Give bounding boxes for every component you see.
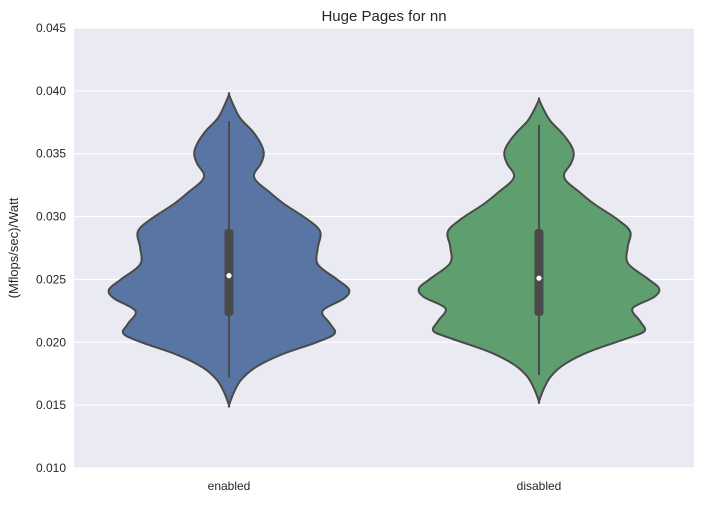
- y-tick-label: 0.025: [36, 272, 66, 286]
- x-tick-labels: enabled disabled: [208, 479, 562, 493]
- y-tick-label: 0.040: [36, 84, 66, 98]
- y-tick-label: 0.035: [36, 147, 66, 161]
- y-tick-label: 0.020: [36, 335, 66, 349]
- violins: [107, 92, 661, 408]
- iqr-box: [534, 229, 544, 316]
- iqr-box: [224, 229, 234, 316]
- y-tick-label: 0.010: [36, 461, 66, 475]
- y-tick-label: 0.030: [36, 210, 66, 224]
- chart-title: Huge Pages for nn: [321, 8, 446, 25]
- median-point: [536, 275, 542, 281]
- y-axis-label: (Mflops/sec)/Watt: [6, 197, 21, 298]
- y-tick-labels: 0.010 0.015 0.020 0.025 0.030 0.035 0.040 0.045: [36, 21, 66, 475]
- x-tick-label: disabled: [517, 479, 562, 493]
- x-tick-label: enabled: [208, 479, 251, 493]
- y-tick-label: 0.015: [36, 398, 66, 412]
- median-point: [226, 273, 232, 279]
- y-tick-label: 0.045: [36, 21, 66, 35]
